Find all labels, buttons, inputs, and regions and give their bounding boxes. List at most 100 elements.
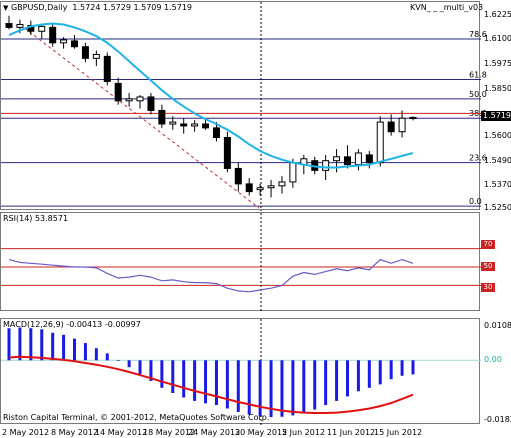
candle-body [38,25,46,32]
copyright-label: Riston Capital Terminal, © 2001-2012, Me… [3,413,270,422]
candle-body [256,187,264,191]
candle-body [180,123,188,127]
rsi-pane[interactable] [0,212,481,312]
current-price-box: 1.5719 [481,111,511,121]
price-tick: 1.6100 [484,34,511,43]
macd-tick: -0.01821 [484,415,511,424]
price-tick: 1.5850 [484,84,511,93]
candle [103,52,111,86]
candle [245,178,253,196]
rsi-level-70: 70 [481,240,495,249]
candle-body [5,23,13,28]
candle-body [125,98,133,102]
candle [71,35,79,49]
candle-body [245,183,253,193]
candle [409,116,417,121]
price-tick: 1.5250 [484,203,511,212]
time-tick: 18 May 2012 [143,428,196,437]
candle [256,183,264,196]
candle [92,50,100,67]
candle [376,116,384,167]
candle-body [92,53,100,59]
time-tick: 30 May 2012 [235,428,288,437]
rsi-level-50: 50 [481,262,495,271]
price-tick: 1.5975 [484,59,511,68]
candle [223,131,231,173]
fib-level-label: 23.6 [469,154,487,163]
candle [38,23,46,39]
candle [267,180,275,198]
candle [212,122,220,142]
rsi-label: RSI(14) 53.8571 [3,214,69,223]
macd-pane[interactable] [0,318,481,425]
candle [234,162,242,192]
candle-body [114,82,122,102]
candle [5,15,13,30]
candle-body [376,121,384,164]
macd-label: MACD(12,26,9) -0.00413 -0.00997 [3,320,141,329]
price-tick: 1.5600 [484,131,511,140]
fib-level-label: 0.0 [469,197,482,206]
rsi-chart-svg[interactable] [1,213,481,312]
candle [81,42,89,63]
candle-body [333,156,341,162]
price-tick: 1.5490 [484,156,511,165]
candle [49,23,57,47]
candle-body [398,117,406,133]
rsi-line [8,258,414,293]
candle [147,93,155,115]
candle [398,110,406,138]
candle-body [191,123,199,127]
candle [278,176,286,194]
price-chart-svg[interactable]: 78.661.850.038.223.60.0 [1,2,487,211]
macd-tick-zero: 0.00 [484,355,502,364]
candle [387,114,395,136]
candle-body [71,40,79,48]
candle-body [16,23,24,28]
candle-body [136,96,144,102]
time-tick: 15 Jun 2012 [374,428,423,437]
trend-line [19,24,260,209]
candle-body [365,154,373,164]
candle-body [169,121,177,125]
indicator-name-label: KVN_ _ _multi_v03 [410,3,484,12]
price-tick: 1.5370 [484,180,511,189]
candle-body [409,116,417,119]
candle [191,120,199,132]
candle-body [289,162,297,183]
moving-average-line [8,22,414,169]
time-tick: 5 Jun 2012 [282,428,326,437]
time-tick: 24 May 2012 [188,428,241,437]
macd-tick: 0.01082 [484,321,511,330]
candle-body [103,55,111,82]
candle-body [202,123,210,129]
time-tick: 8 May 2012 [51,428,99,437]
candle [136,95,144,109]
candle [354,149,362,171]
candle [169,116,177,130]
time-tick: 14 May 2012 [95,428,148,437]
candle-body [158,109,166,125]
candle [365,151,373,169]
ohlc-label: 1.5724 1.5729 1.5709 1.5719 [72,3,193,12]
candle [343,145,351,169]
time-tick: 2 May 2012 [2,428,50,437]
fib-level-label: 78.6 [469,30,487,39]
fib-level-label: 50.0 [469,90,487,99]
candle-body [212,127,220,139]
macd-chart-svg[interactable] [1,319,481,425]
price-chart-pane[interactable]: 78.6 61.8 50.0 38.2 23.6 0.0 [0,1,487,211]
symbol-label: GBPUSD,Daily [10,3,68,12]
candle-body [267,185,275,189]
chart-header: ▼ GBPUSD,Daily 1.5724 1.5729 1.5709 1.57… [3,3,192,12]
candle-body [322,160,330,171]
triangle-down-icon: ▼ [3,4,9,12]
candle-body [343,156,351,166]
candle [180,118,188,134]
candle [158,104,166,128]
candle [333,149,341,173]
candle-body [81,46,89,59]
candle-body [49,26,57,44]
candle [125,93,133,107]
candle-body [60,39,68,44]
